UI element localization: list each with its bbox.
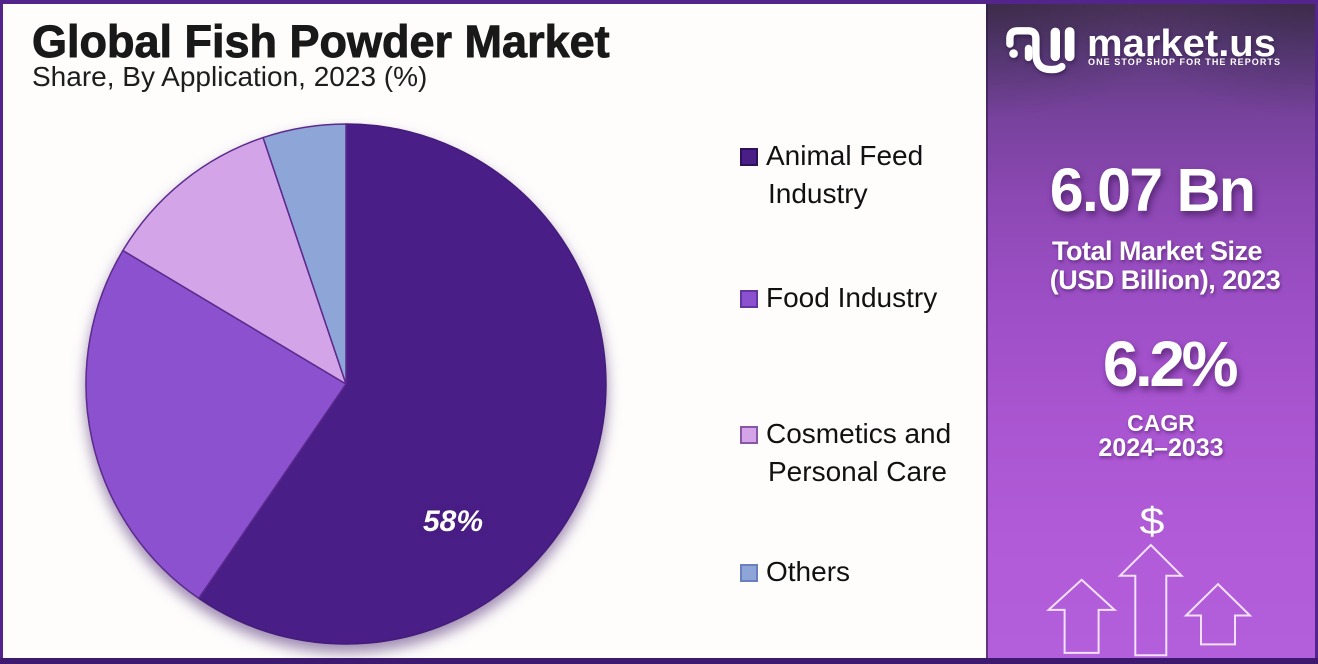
svg-text:market.us: market.us xyxy=(1087,23,1276,65)
svg-text:ONE STOP SHOP FOR THE REPORTS: ONE STOP SHOP FOR THE REPORTS xyxy=(1088,57,1280,67)
